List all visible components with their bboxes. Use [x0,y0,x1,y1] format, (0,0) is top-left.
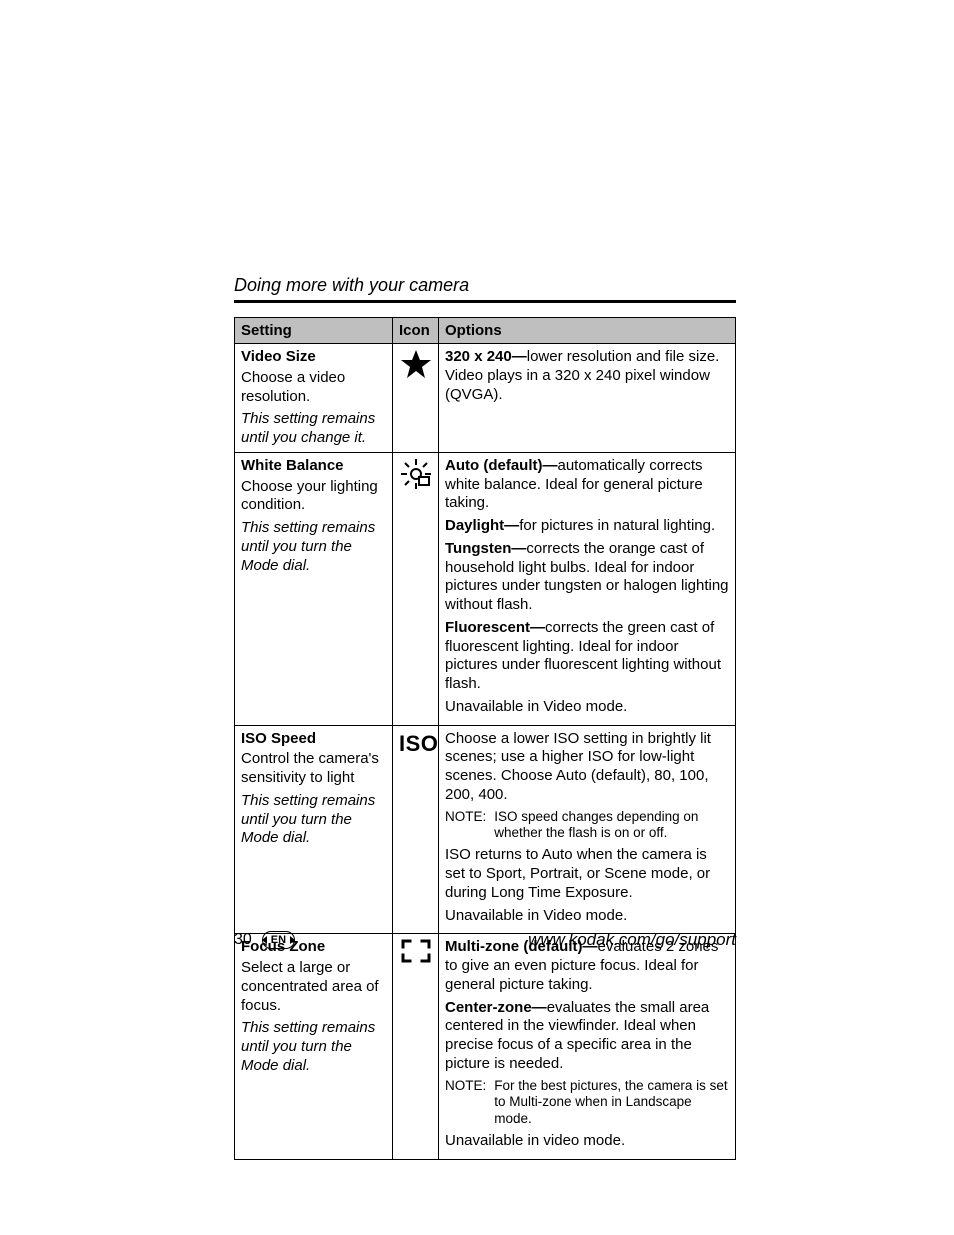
page-footer: 30 EN www.kodak.com/go/support [234,930,736,950]
option-note: NOTE: For the best pictures, the camera … [445,1078,729,1129]
cell-icon [393,452,439,725]
table-row: Focus Zone Select a large or concentrate… [235,934,736,1160]
option-lead: Fluorescent— [445,619,545,636]
option-line: Unavailable in Video mode. [445,907,729,926]
section-title: Doing more with your camera [234,275,736,296]
section-rule [234,300,736,303]
option-line: Fluorescent—corrects the green cast of f… [445,619,729,694]
option-text: for pictures in natural lighting. [519,517,715,534]
col-setting: Setting [235,318,393,344]
cell-options: Choose a lower ISO setting in brightly l… [439,725,736,934]
table-row: White Balance Choose your lighting condi… [235,452,736,725]
option-lead: Center-zone— [445,999,547,1016]
star-icon [400,348,432,380]
option-line: 320 x 240—lower resolution and file size… [445,348,729,404]
cell-icon [393,934,439,1160]
col-options: Options [439,318,736,344]
cell-icon [393,344,439,453]
note-label: NOTE: [445,1078,494,1129]
setting-note: This setting remains until you turn the … [241,1019,386,1075]
option-line: Daylight—for pictures in natural lightin… [445,517,729,536]
setting-title: ISO Speed [241,730,386,749]
setting-desc: Choose a video resolution. [241,369,386,407]
setting-note: This setting remains until you turn the … [241,519,386,575]
note-text: ISO speed changes depending on whether t… [494,809,729,843]
footer-left: 30 EN [234,931,295,949]
white-balance-icon [399,457,433,491]
option-line: Auto (default)—automatically corrects wh… [445,457,729,513]
setting-desc: Select a large or concentrated area of f… [241,959,386,1015]
option-lead: 320 x 240— [445,348,527,365]
footer-url: www.kodak.com/go/support [528,930,736,950]
option-note: NOTE: ISO speed changes depending on whe… [445,809,729,843]
setting-note: This setting remains until you change it… [241,410,386,448]
table-row: ISO Speed Control the camera's sensitivi… [235,725,736,934]
cell-setting: Focus Zone Select a large or concentrate… [235,934,393,1160]
cell-options: Auto (default)—automatically corrects wh… [439,452,736,725]
option-line: Choose a lower ISO setting in brightly l… [445,730,729,805]
col-icon: Icon [393,318,439,344]
cell-icon: ISO [393,725,439,934]
note-label: NOTE: [445,809,494,843]
page-number: 30 [234,931,252,949]
setting-title: Video Size [241,348,386,367]
setting-title: White Balance [241,457,386,476]
note-text: For the best pictures, the camera is set… [494,1078,729,1129]
iso-icon: ISO [399,731,438,756]
settings-table: Setting Icon Options Video Size Choose a… [234,317,736,1160]
option-lead: Tungsten— [445,540,526,557]
language-badge: EN [262,931,295,949]
cell-setting: ISO Speed Control the camera's sensitivi… [235,725,393,934]
cell-options: Multi-zone (default)—evaluates 2 zones t… [439,934,736,1160]
option-line: ISO returns to Auto when the camera is s… [445,846,729,902]
option-line: Tungsten—corrects the orange cast of hou… [445,540,729,615]
option-line: Unavailable in video mode. [445,1132,729,1151]
setting-desc: Control the camera's sensitivity to ligh… [241,750,386,788]
setting-desc: Choose your lighting condition. [241,478,386,516]
setting-note: This setting remains until you turn the … [241,792,386,848]
page: Doing more with your camera Setting Icon… [0,0,954,1235]
option-line: Center-zone—evaluates the small area cen… [445,999,729,1074]
cell-options: 320 x 240—lower resolution and file size… [439,344,736,453]
table-row: Video Size Choose a video resolution. Th… [235,344,736,453]
option-lead: Daylight— [445,517,519,534]
option-lead: Auto (default)— [445,457,557,474]
cell-setting: Video Size Choose a video resolution. Th… [235,344,393,453]
option-line: Unavailable in Video mode. [445,698,729,717]
cell-setting: White Balance Choose your lighting condi… [235,452,393,725]
table-header-row: Setting Icon Options [235,318,736,344]
